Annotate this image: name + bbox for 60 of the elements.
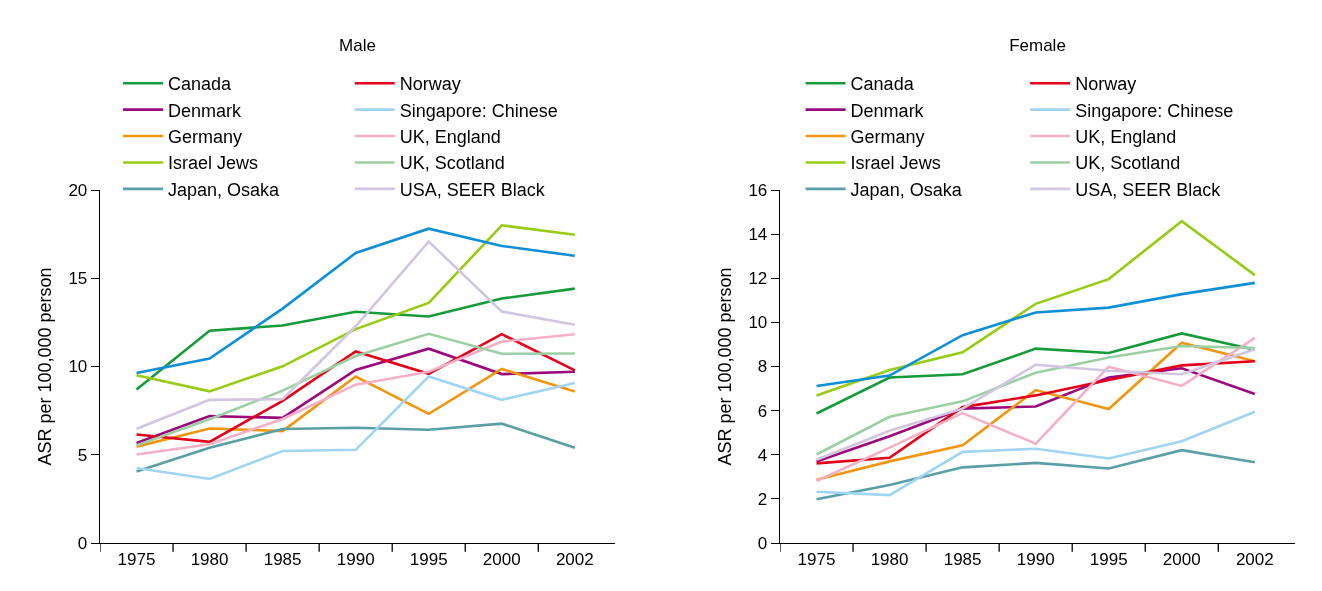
y-tick-label: 0 (757, 533, 768, 553)
x-tick-label: 2002 (555, 549, 594, 569)
legend-label: Japan, Osaka (168, 179, 281, 200)
legend-label: USA, SEER Black (1075, 179, 1222, 200)
x-tick-label: 1995 (1089, 549, 1128, 569)
y-axis-title: ASR per 100,000 person (714, 267, 735, 466)
x-tick-label: 1985 (943, 549, 982, 569)
legend-label: Canada (168, 74, 233, 95)
x-tick-label: 1975 (117, 549, 156, 569)
x-tick-label: 2000 (482, 549, 521, 569)
legend-label: Japan, Osaka (850, 179, 963, 200)
y-tick-label: 6 (757, 401, 768, 421)
y-tick-label: 2 (757, 489, 768, 509)
x-tick-label: 1980 (870, 549, 909, 569)
line-series (135, 422, 577, 473)
legend-label: Denmark (168, 100, 243, 121)
x-tick-label: 1990 (336, 549, 375, 569)
line-series (135, 375, 577, 481)
y-tick-label: 12 (748, 269, 768, 289)
x-tick-label: 2000 (1162, 549, 1201, 569)
x-tick-label: 1980 (190, 549, 229, 569)
y-tick-label: 10 (748, 313, 768, 333)
line-series (815, 219, 1257, 397)
y-tick-label: 10 (68, 357, 88, 377)
y-tick-label: 15 (68, 269, 88, 289)
legend-label: Denmark (850, 100, 925, 121)
legend-label: UK, Scotland (1075, 153, 1181, 174)
legend-label: Singapore: Chinese (1075, 100, 1234, 121)
legend-label: Norway (399, 74, 461, 95)
y-tick-label: 14 (748, 225, 768, 245)
y-tick-label: 20 (68, 180, 88, 200)
x-tick-label: 1990 (1016, 549, 1055, 569)
legend-label: UK, England (399, 127, 501, 148)
y-axis-title: ASR per 100,000 person (34, 267, 55, 466)
legend-label: Germany (168, 127, 243, 148)
y-tick-label: 16 (748, 180, 768, 200)
legend-label: UK, Scotland (399, 153, 505, 174)
y-tick-label: 5 (77, 445, 88, 465)
legend-label: Israel Jews (850, 153, 941, 174)
chart-title: Male (339, 35, 376, 55)
line-series (815, 448, 1257, 501)
legend-label: Germany (850, 127, 925, 148)
x-tick-label: 1995 (409, 549, 448, 569)
legend-label: UK, England (1075, 127, 1177, 148)
legend-label: USA, SEER Black (399, 179, 546, 200)
y-tick-label: 0 (77, 533, 88, 553)
line-series (815, 281, 1257, 388)
line-series (135, 287, 577, 391)
legend-label: Canada (850, 74, 915, 95)
x-tick-label: 1985 (263, 549, 302, 569)
y-tick-label: 8 (757, 357, 768, 377)
x-tick-label: 1975 (797, 549, 836, 569)
y-tick-label: 4 (757, 445, 768, 465)
line-series (815, 410, 1257, 497)
chart-title: Female (1009, 35, 1066, 55)
line-series (135, 240, 577, 431)
legend-label: Norway (1075, 74, 1137, 95)
x-tick-label: 2002 (1235, 549, 1274, 569)
legend-label: Israel Jews (168, 153, 259, 174)
legend-label: Singapore: Chinese (399, 100, 558, 121)
